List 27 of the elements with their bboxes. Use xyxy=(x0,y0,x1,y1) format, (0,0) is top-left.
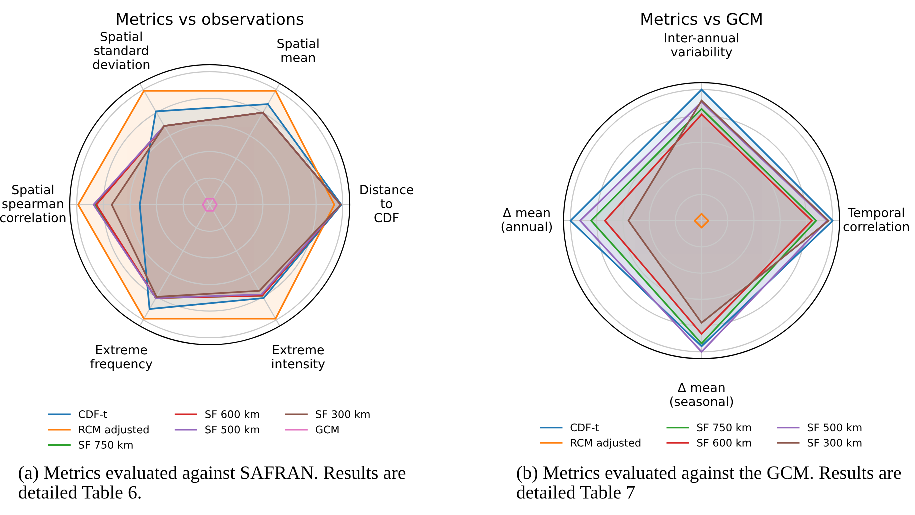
spoke-label: Temporal correlation xyxy=(844,208,910,232)
spoke-label: Distance to CDF xyxy=(360,184,414,223)
legend-label: SF 300 km xyxy=(316,410,370,418)
legend-label: SF 750 km xyxy=(79,440,133,449)
legend-label: SF 500 km xyxy=(808,424,862,432)
legend-label: SF 600 km xyxy=(206,410,260,418)
legend-label: RCM adjusted xyxy=(79,426,149,436)
spoke-label: Extreme intensity xyxy=(272,345,326,372)
spoke-label: Spatial standard deviation xyxy=(93,32,150,70)
text: (b) Metrics evaluated against the GCM. Results are detailed Table 7 xyxy=(517,466,902,499)
legend-label: GCM xyxy=(316,426,339,434)
legend-label: CDF-t xyxy=(79,410,108,418)
legend-label: SF 600 km xyxy=(697,438,752,447)
spoke-label: Extreme frequency xyxy=(90,345,153,372)
spoke-label: Spatial spearman correlation xyxy=(0,184,66,223)
legend-label: SF 300 km xyxy=(808,438,862,447)
text: (a) Metrics evaluated against SAFRAN. Results are detailed Table 6. xyxy=(18,466,406,500)
spoke-label: Δ mean (annual) xyxy=(502,208,552,234)
spoke-label: Spatial mean xyxy=(278,38,319,62)
legend-label: SF 750 km xyxy=(697,424,752,432)
legend-label: SF 500 km xyxy=(206,426,260,434)
spoke-label: Δ mean (seasonal) xyxy=(670,383,734,408)
chart-title: Metrics vs observations xyxy=(117,12,304,26)
chart-title: Metrics vs GCM xyxy=(642,12,762,26)
legend-label: CDF-t xyxy=(570,424,600,432)
legend-label: RCM adjusted xyxy=(571,438,641,449)
spoke-label: Inter-annual variability xyxy=(665,33,738,60)
